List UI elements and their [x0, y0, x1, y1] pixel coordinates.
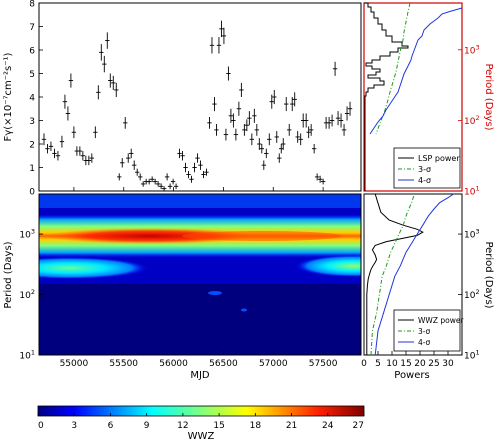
colorbar-tick-label: 18 — [250, 421, 262, 431]
wwz-map-ytick-label: 101 — [19, 349, 35, 362]
lsp-power-curve — [364, 2, 409, 191]
lsp-ytick-label: 101 — [464, 185, 480, 198]
lsp-legend-power-label: LSP power — [418, 154, 460, 163]
lsp-ylabel: Period (Days) — [483, 63, 494, 130]
lsp-panel: 101 102 103 LSP power 3-σ 4-σ Period (Days… — [363, 2, 494, 198]
wwz-map-panel: 55000 55500 56000 56500 57000 57500 101 102 103… — [3, 193, 362, 381]
colorbar-tick-label: 3 — [71, 421, 77, 431]
wwz-map-xlabel: MJD — [190, 370, 210, 381]
wwz-power-xlabel: Powers — [394, 370, 429, 381]
wwz-map-xtick-label: 55000 — [60, 359, 89, 369]
colorbar: 0 3 6 9 12 15 18 21 24 27 WWZ — [37, 405, 365, 441]
wwz-power-curve — [366, 193, 424, 355]
wwz-speck — [208, 291, 222, 295]
wwz-power-xtick-label: 15 — [400, 359, 411, 369]
wwz-map-xtick-label: 56000 — [159, 359, 188, 369]
light-curve-ylabel: Fγ(×10⁻⁷cm⁻²s⁻¹) — [3, 52, 14, 141]
lsp-ytick-exponent: 1 — [475, 185, 479, 193]
light-curve-ytick-label: 5 — [29, 70, 35, 80]
wwz-legend-power-label: WWZ power — [418, 316, 464, 325]
light-curve-ytick-label: 1 — [29, 164, 35, 174]
light-curve-ytick-label: 4 — [29, 94, 35, 104]
wwz-map-ytick-label: 103 — [19, 228, 35, 241]
wwz-power-xtick-label: 25 — [428, 359, 439, 369]
wwz-power-ytick-exponent: 2 — [475, 288, 479, 296]
wwz-4sigma-curve — [374, 193, 454, 356]
wwz-map-ylabel: Period (Days) — [3, 241, 14, 308]
wwz-power-xtick-label: 10 — [386, 359, 398, 369]
wwz-legend-4sigma-label: 4-σ — [418, 338, 430, 347]
wwz-map-ytick-exponent: 3 — [31, 228, 35, 236]
wwz-power-panel: 0 5 10 15 20 25 30 101 102 103 WWZ power 3-σ 4-σ… — [361, 193, 494, 381]
colorbar-tick-label: 0 — [38, 421, 44, 431]
wwz-map-xtick-label: 55500 — [109, 359, 138, 369]
colorbar-tick-label: 27 — [353, 421, 364, 431]
colorbar-gradient — [37, 405, 365, 417]
wwz-map-xtick-label: 56500 — [209, 359, 238, 369]
wwz-peak-region — [45, 228, 255, 244]
light-curve-ytick-label: 8 — [29, 0, 35, 10]
wwz-legend-3sigma-label: 3-σ — [418, 327, 430, 336]
light-curve-ytick-label: 7 — [29, 23, 35, 33]
colorbar-tick-label: 12 — [177, 421, 188, 431]
colorbar-tick-label: 15 — [213, 421, 224, 431]
wwz-left-blob — [39, 257, 148, 279]
lsp-ytick-exponent: 2 — [475, 114, 479, 122]
wwz-peak-tail — [182, 231, 342, 241]
wwz-power-ytick-label: 101 — [464, 349, 480, 362]
wwz-power-xtick-label: 30 — [442, 359, 454, 369]
lsp-ytick-label: 102 — [464, 114, 480, 127]
light-curve-panel: 0 1 2 3 4 5 6 7 8 Fγ(×10⁻⁷cm⁻²s⁻¹) — [3, 0, 362, 198]
wwz-power-legend: WWZ power 3-σ 4-σ — [393, 309, 464, 352]
lsp-legend-3sigma-label: 3-σ — [418, 165, 431, 174]
wwz-right-blob — [284, 255, 361, 277]
colorbar-label: WWZ — [188, 431, 215, 441]
colorbar-tick-label: 9 — [144, 421, 150, 431]
wwz-map-frame — [38, 193, 362, 356]
wwz-map-ytick-label: 102 — [19, 288, 35, 301]
colorbar-tick-label: 24 — [322, 421, 334, 431]
light-curve-ytick-label: 0 — [29, 188, 35, 198]
light-curve-ytick-label: 2 — [29, 141, 35, 151]
wwz-power-xtick-label: 5 — [375, 359, 381, 369]
light-curve-ytick-label: 3 — [29, 117, 35, 127]
wwz-power-xtick-label: 20 — [414, 359, 426, 369]
wwz-map-ytick-exponent: 1 — [31, 349, 35, 357]
wwz-map-xtick-label: 57000 — [259, 359, 288, 369]
light-curve-ytick-label: 6 — [29, 47, 35, 57]
wwz-power-ytick-exponent: 1 — [475, 349, 479, 357]
wwz-power-ytick-label: 103 — [464, 228, 480, 241]
wwz-top-halo — [39, 194, 361, 208]
lsp-legend-box — [393, 147, 461, 189]
wwz-map-ytick-exponent: 2 — [31, 288, 35, 296]
wwz-3sigma-curve — [370, 193, 415, 356]
lsp-ytick-exponent: 3 — [475, 43, 479, 51]
lsp-4sigma-curve — [369, 7, 463, 135]
colorbar-tick-label: 21 — [286, 421, 297, 431]
lsp-legend-4sigma-label: 4-σ — [418, 176, 431, 185]
wwz-power-ytick-label: 102 — [464, 288, 480, 301]
wwz-power-ytick-exponent: 3 — [475, 228, 479, 236]
wwz-map-xtick-label: 57500 — [309, 359, 338, 369]
colorbar-tick-label: 6 — [108, 421, 114, 431]
lsp-legend: LSP power 3-σ 4-σ — [393, 147, 461, 189]
wwz-power-ylabel: Period (Days) — [483, 241, 494, 308]
wwz-power-xtick-label: 0 — [361, 359, 367, 369]
light-curve-frame — [38, 2, 362, 192]
wwz-speck — [241, 308, 247, 312]
lsp-ytick-label: 103 — [464, 43, 480, 56]
